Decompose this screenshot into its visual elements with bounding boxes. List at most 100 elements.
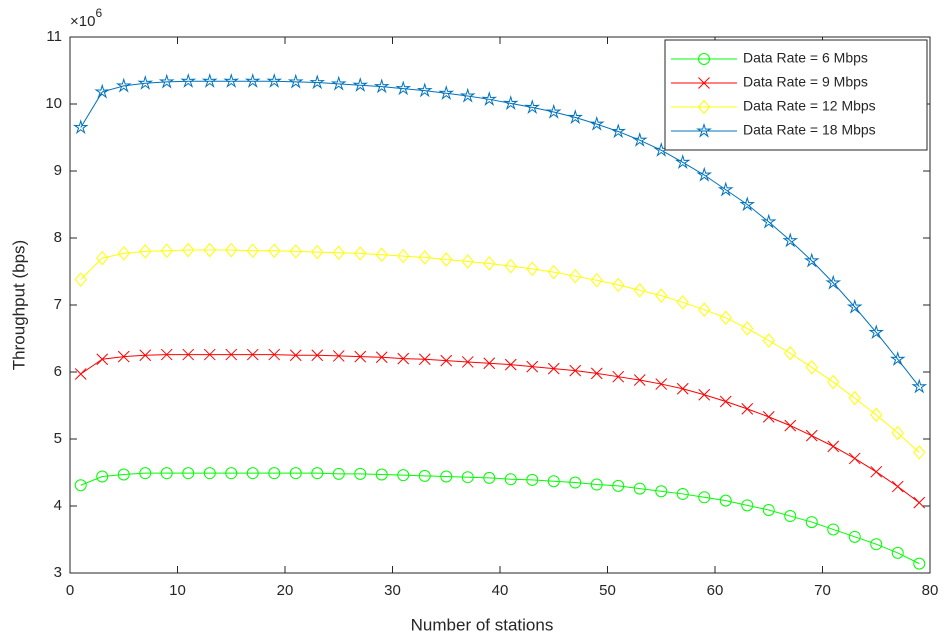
marker (287, 73, 304, 89)
marker (180, 72, 197, 88)
marker (590, 272, 603, 288)
marker (201, 72, 218, 88)
marker (459, 87, 476, 103)
series-line (80, 472, 920, 565)
marker (309, 74, 326, 90)
marker (438, 85, 455, 100)
legend-box (664, 39, 928, 151)
marker (870, 407, 883, 423)
legend-label: Data Rate = 18 Mbps (743, 122, 876, 138)
y-tick-label: 5 (54, 430, 62, 447)
marker (891, 425, 904, 441)
marker (676, 382, 689, 395)
marker (719, 310, 732, 326)
marker (418, 250, 431, 265)
marker (612, 277, 625, 293)
legend-label: Data Rate = 12 Mbps (743, 98, 876, 114)
x-tick-label: 10 (169, 582, 186, 599)
marker (612, 370, 625, 383)
marker (461, 254, 474, 269)
marker (440, 354, 453, 367)
marker (160, 243, 173, 259)
marker (416, 82, 433, 98)
x-tick-label: 60 (707, 582, 724, 599)
marker (848, 390, 861, 406)
marker (633, 482, 646, 495)
marker (418, 469, 431, 482)
marker (311, 244, 324, 260)
marker (913, 557, 926, 570)
marker (139, 244, 152, 259)
marker (440, 252, 453, 267)
marker (94, 83, 111, 99)
marker (483, 471, 496, 484)
marker (805, 429, 818, 442)
marker (848, 530, 861, 543)
marker (846, 298, 863, 314)
x-tick-label: 80 (922, 582, 939, 599)
y-multiplier: ×106 (70, 6, 102, 30)
marker (868, 324, 885, 340)
marker (461, 471, 474, 484)
marker (739, 196, 756, 212)
x-tick-label: 0 (66, 582, 74, 599)
marker (784, 345, 797, 361)
marker (96, 250, 109, 266)
marker (266, 72, 283, 88)
marker (182, 467, 195, 480)
marker (762, 333, 775, 348)
marker (96, 470, 109, 483)
legend-label: Data Rate = 9 Mbps (743, 74, 868, 90)
marker (332, 245, 345, 261)
marker (504, 473, 517, 486)
marker (246, 348, 259, 361)
marker (698, 491, 711, 504)
marker (717, 181, 734, 197)
marker (569, 268, 582, 284)
marker (117, 350, 130, 363)
marker (569, 364, 582, 377)
marker (805, 516, 818, 529)
marker (610, 123, 627, 139)
y-tick-label: 9 (54, 162, 62, 179)
marker (762, 504, 775, 517)
marker (827, 440, 840, 453)
marker (567, 109, 584, 125)
marker (719, 494, 732, 507)
marker (674, 154, 691, 169)
y-tick-label: 6 (54, 363, 62, 380)
marker (481, 91, 498, 107)
marker (354, 246, 367, 261)
marker (545, 103, 562, 119)
marker (655, 378, 668, 390)
marker (225, 348, 238, 361)
marker (483, 256, 496, 271)
marker (311, 467, 324, 480)
marker (526, 261, 539, 277)
marker (696, 122, 712, 138)
marker (96, 353, 109, 366)
marker (139, 349, 152, 362)
marker (805, 360, 818, 375)
x-axis-label: Number of stations (411, 615, 554, 634)
marker (760, 213, 777, 229)
marker (590, 367, 603, 380)
marker (74, 368, 87, 380)
marker (418, 353, 431, 366)
x-tick-label: 40 (492, 582, 509, 599)
marker (354, 350, 367, 363)
marker (244, 72, 261, 88)
marker (352, 76, 369, 92)
marker (696, 166, 713, 182)
marker (395, 80, 412, 96)
marker (504, 258, 517, 274)
series-line (80, 354, 920, 504)
y-axis-label: Throughput (bps) (9, 240, 28, 370)
marker (375, 468, 388, 481)
marker (697, 99, 711, 115)
marker (741, 402, 754, 415)
marker (719, 395, 732, 408)
marker (547, 475, 560, 488)
marker (891, 546, 904, 559)
marker (246, 467, 259, 480)
